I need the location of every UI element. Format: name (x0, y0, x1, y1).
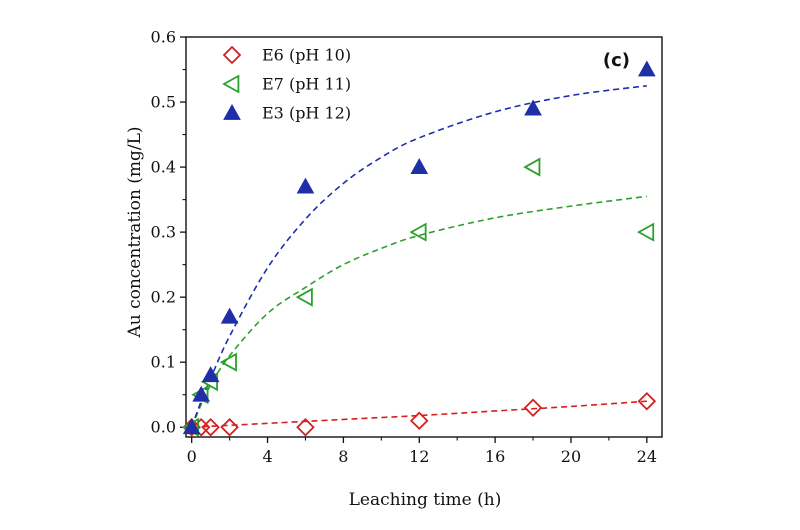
data-point (409, 222, 427, 242)
data-point (296, 417, 315, 437)
legend: E6 (pH 10) E7 (pH 11) E3 (pH 12) (222, 45, 351, 123)
x-tick-label: 24 (637, 447, 657, 466)
y-tick-label: 0.2 (151, 288, 176, 307)
y-tick-label: 0.0 (151, 418, 176, 437)
data-point (523, 398, 543, 418)
legend-label: E7 (pH 11) (262, 75, 351, 94)
y-tick-label: 0.6 (151, 28, 176, 47)
data-point (524, 99, 542, 116)
fit-curve (190, 195, 647, 428)
x-tick-label: 20 (561, 447, 581, 466)
x-tick-label: 12 (409, 447, 429, 466)
fit-curve (191, 400, 647, 429)
data-point (637, 391, 657, 411)
data-point (222, 74, 240, 94)
data-point (295, 287, 313, 307)
x-tick-label: 0 (187, 447, 197, 466)
data-point (409, 411, 429, 431)
y-tick-label: 0.5 (151, 93, 176, 112)
fit-curves (190, 84, 647, 429)
legend-label: E3 (pH 12) (262, 104, 351, 123)
y-axis-title: Au concentration (mg/L) (125, 126, 145, 338)
data-point (410, 158, 429, 174)
data-point (201, 417, 220, 437)
y-tick-label: 0.4 (151, 158, 176, 177)
fit-curve (190, 84, 647, 428)
x-tick-label: 16 (485, 447, 505, 466)
panel-label: (c) (603, 50, 630, 71)
data-point (222, 45, 242, 65)
x-axis-title: Leaching time (h) (349, 490, 502, 510)
plot-frame (185, 36, 663, 438)
y-tick-label: 0.3 (151, 223, 176, 242)
x-tick-label: 4 (262, 447, 272, 466)
data-point (192, 385, 211, 402)
data-point (296, 177, 315, 194)
legend-label: E6 (pH 10) (262, 46, 351, 65)
y-tick-label: 0.1 (151, 353, 176, 372)
data-points (181, 60, 657, 437)
data-point (523, 157, 541, 177)
data-point (201, 366, 220, 383)
data-point (219, 352, 237, 372)
x-tick-label: 8 (338, 447, 348, 466)
data-point (636, 222, 655, 242)
data-point (637, 60, 656, 77)
data-point (220, 417, 239, 437)
data-point (223, 103, 241, 120)
data-point (220, 307, 239, 324)
data-point (182, 418, 201, 435)
